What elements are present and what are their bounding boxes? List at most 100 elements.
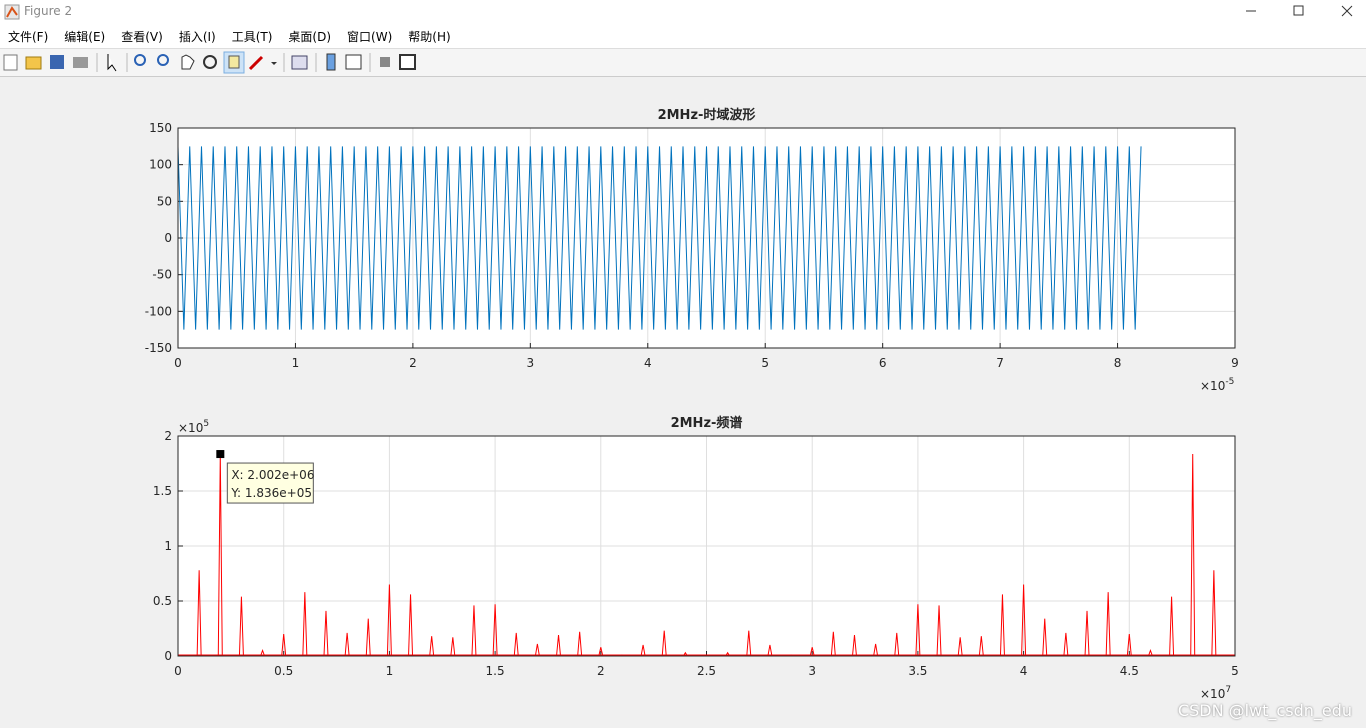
menu-item[interactable]: 文件(F)	[8, 30, 49, 44]
spectrum-peak	[894, 632, 900, 657]
spectrum-peak	[767, 644, 773, 657]
spectrum-peak	[809, 647, 815, 657]
spectrum-peak	[513, 632, 519, 657]
spectrum-peak	[344, 632, 350, 657]
x-tick-label: 5	[761, 356, 769, 370]
spectrum-peak	[1105, 592, 1111, 657]
watermark: CSDN @lwt_csdn_edu	[1177, 701, 1352, 720]
y-tick-label: 100	[149, 158, 172, 172]
x-tick-label: 7	[996, 356, 1004, 370]
spectrum-peak	[217, 454, 223, 657]
chart-title: 2MHz-时域波形	[658, 107, 756, 123]
y-tick-label: 1.5	[153, 484, 172, 498]
window-title: Figure 2	[24, 4, 73, 18]
datatip-text: X: 2.002e+06	[231, 468, 314, 482]
spectrum-peak	[788, 654, 794, 657]
x-tick-label: 3	[808, 664, 816, 678]
x-tick-label: 3	[527, 356, 535, 370]
x-tick-label: 2	[597, 664, 605, 678]
x-tick-label: 4	[644, 356, 652, 370]
menu-item[interactable]: 查看(V)	[121, 30, 163, 44]
spectrum-peak	[238, 596, 244, 657]
axes-background	[178, 128, 1235, 348]
x-tick-label: 1	[292, 356, 300, 370]
x-tick-label: 3.5	[908, 664, 927, 678]
x-tick-label: 8	[1114, 356, 1122, 370]
x-tick-label: 0	[174, 664, 182, 678]
spectrum-peak	[1169, 596, 1175, 657]
x-tick-label: 0.5	[274, 664, 293, 678]
menu-item[interactable]: 窗口(W)	[347, 30, 393, 44]
x-tick-label: 2.5	[697, 664, 716, 678]
title-bar: Figure 2	[0, 0, 1366, 23]
waveform-line	[177, 146, 1142, 330]
spectrum-peak	[450, 637, 456, 657]
spectrum-peak	[957, 637, 963, 657]
x-tick-label: 1	[386, 664, 394, 678]
axes-box	[177, 127, 1236, 349]
spectrum-peak	[873, 643, 879, 657]
x-tick-label: 1.5	[486, 664, 505, 678]
spectrum-peak	[1042, 618, 1048, 657]
y-tick-label: 150	[149, 121, 172, 135]
spectrum-peak	[1063, 632, 1069, 657]
y-tick-label: 1	[164, 539, 172, 553]
x-tick-label: 4	[1020, 664, 1028, 678]
menu-item[interactable]: 插入(I)	[178, 30, 216, 44]
spectrum-peak	[323, 610, 329, 657]
y-tick-label: 50	[157, 194, 172, 208]
menu-item[interactable]: 工具(T)	[231, 30, 273, 44]
app-icon	[4, 4, 20, 20]
y-multiplier: ×105	[178, 419, 209, 435]
x-multiplier-base: ×10	[1200, 687, 1225, 701]
spectrum-peak	[281, 633, 287, 657]
y-tick-label: -100	[145, 304, 172, 318]
datatip-text: Y: 1.836e+05	[230, 486, 312, 500]
spectrum-peak	[1147, 649, 1153, 657]
x-tick-label: 9	[1231, 356, 1239, 370]
y-tick-label: 0	[164, 649, 172, 663]
spectrum-peak	[1084, 610, 1090, 657]
x-multiplier: ×10-5	[1200, 377, 1234, 393]
x-multiplier-exponent: -5	[1225, 377, 1234, 387]
menu-item[interactable]: 编辑(E)	[64, 30, 106, 44]
axes-background	[178, 436, 1235, 656]
spectrum-peak	[1190, 454, 1196, 657]
spectrum-peak	[978, 636, 984, 657]
spectrum-peak	[915, 604, 921, 657]
y-multiplier-exponent: 5	[203, 419, 209, 429]
x-tick-label: 6	[879, 356, 887, 370]
spectrum-peak	[1211, 570, 1217, 657]
datatip-marker	[216, 450, 225, 459]
spectrum-peak	[936, 605, 942, 657]
spectrum-peak	[386, 584, 392, 657]
y-tick-label: 0	[164, 231, 172, 245]
spectrum-peak	[471, 605, 477, 657]
menu-item[interactable]: 帮助(H)	[408, 30, 451, 44]
axes-box	[177, 435, 1236, 657]
spectrum-peak	[704, 654, 709, 657]
datatip-box	[226, 462, 314, 504]
window-controls[interactable]	[1226, 0, 1366, 23]
spectrum-peak	[746, 630, 752, 657]
spectrum-peak	[598, 647, 604, 657]
toolbar	[0, 49, 1366, 77]
x-multiplier-base: ×10	[1200, 379, 1225, 393]
spectrum-peak	[429, 636, 435, 657]
spectrum-peak	[408, 594, 414, 657]
x-tick-label: 2	[409, 356, 417, 370]
x-tick-label: 4.5	[1120, 664, 1139, 678]
menu-item[interactable]: 桌面(D)	[288, 30, 332, 44]
x-multiplier: ×107	[1200, 685, 1231, 701]
y-tick-label: -50	[152, 268, 172, 282]
toolbar-icons[interactable]	[0, 49, 440, 76]
spectrum-peak	[682, 651, 688, 657]
spectrum-peak	[725, 651, 731, 657]
x-tick-label: 5	[1231, 664, 1239, 678]
x-tick-label: 0	[174, 356, 182, 370]
x-multiplier-exponent: 7	[1225, 685, 1231, 695]
spectrum-peak	[830, 631, 836, 657]
y-tick-label: 2	[164, 429, 172, 443]
spectrum-peak	[851, 635, 857, 657]
